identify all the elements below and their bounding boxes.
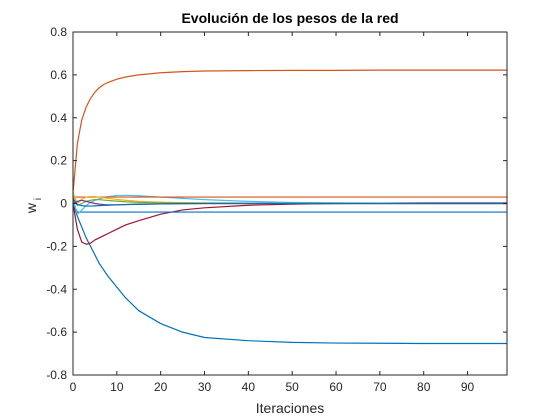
x-tick-layer: 0 10 20 30 40 50 60 70 80 90 — [70, 32, 475, 394]
y-tick-label: -0.6 — [46, 325, 67, 339]
x-tick-label: 70 — [373, 380, 387, 394]
y-axis-label-main: w — [23, 202, 39, 214]
y-tick-label: -0.4 — [46, 282, 67, 296]
y-tick-label: -0.2 — [46, 239, 67, 253]
y-axis-label-subscript: i — [33, 198, 44, 200]
series-line-4 — [72, 203, 507, 213]
x-tick-label: 80 — [417, 380, 431, 394]
chart-title: Evolución de los pesos de la red — [181, 10, 398, 26]
y-tick-label: 0 — [60, 197, 67, 211]
x-axis-label: Iteraciones — [256, 400, 324, 416]
y-tick-label: 0.4 — [50, 111, 67, 125]
y-tick-layer: -0.8 -0.6 -0.4 -0.2 0 0.2 0.4 0.6 0.8 — [46, 25, 507, 382]
y-tick-label: 0.2 — [50, 154, 67, 168]
x-tick-label: 60 — [329, 380, 343, 394]
series-layer — [72, 69, 507, 345]
y-tick-label: -0.8 — [46, 368, 67, 382]
x-tick-label: 40 — [242, 380, 256, 394]
y-tick-label: 0.8 — [50, 25, 67, 39]
series-line-2 — [72, 203, 507, 345]
series-line-10 — [72, 198, 507, 207]
x-tick-label: 50 — [286, 380, 300, 394]
x-tick-label: 90 — [461, 380, 475, 394]
series-line-1 — [72, 69, 507, 193]
y-axis-label: w i — [23, 198, 44, 214]
x-tick-label: 10 — [110, 380, 124, 394]
x-tick-label: 20 — [154, 380, 168, 394]
x-tick-label: 30 — [198, 380, 212, 394]
x-tick-label: 0 — [70, 380, 77, 394]
y-tick-label: 0.6 — [50, 68, 67, 82]
